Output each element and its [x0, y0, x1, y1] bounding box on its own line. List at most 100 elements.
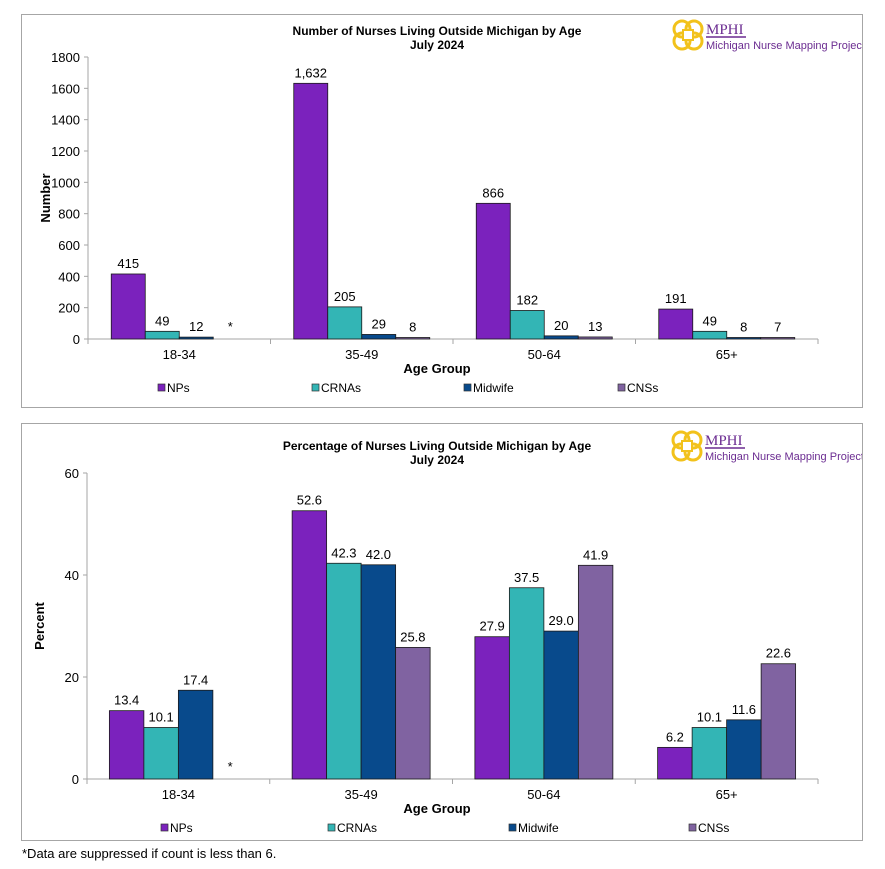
bar-cnss	[395, 337, 431, 340]
logo-name: MPHI	[706, 22, 744, 38]
logo-subtitle: Michigan Nurse Mapping Project	[706, 40, 862, 52]
bar-crnas	[508, 587, 545, 780]
percent-chart-frame: Percentage of Nurses Living Outside Mich…	[21, 423, 863, 841]
data-label: 49	[703, 313, 717, 328]
x-tick-label: 35-49	[345, 347, 378, 362]
x-tick-label: 18-34	[162, 787, 195, 802]
bar-crnas	[509, 310, 545, 340]
bar-crnas	[327, 306, 363, 340]
data-label: 866	[482, 185, 504, 200]
data-label: 182	[516, 292, 538, 307]
mphi-logo: MPHI Michigan Nurse Mapping Project	[671, 430, 862, 463]
x-tick-label: 35-49	[345, 787, 378, 802]
x-tick-label: 65+	[716, 787, 738, 802]
logo-emblem-center	[682, 29, 694, 41]
legend-swatch-crnas	[327, 823, 336, 832]
bar-nps	[474, 636, 510, 780]
legend-label-midwife: Midwife	[518, 821, 559, 835]
legend-label-nps: NPs	[170, 821, 193, 835]
bar-nps	[475, 202, 511, 340]
bar-cnss	[577, 336, 613, 340]
data-label: 41.9	[583, 547, 608, 562]
bar-nps	[108, 710, 145, 780]
bar-crnas	[143, 727, 179, 780]
legend-swatch-nps	[157, 383, 166, 392]
x-tick-label: 50-64	[528, 347, 561, 362]
legend-label-crnas: CRNAs	[337, 821, 377, 835]
mphi-logo: MPHI Michigan Nurse Mapping Project	[672, 19, 862, 52]
bar-crnas	[692, 330, 728, 340]
data-label: 37.5	[514, 570, 539, 585]
number-chart-frame: Number of Nurses Living Outside Michigan…	[21, 14, 863, 408]
percent-chart: Percentage of Nurses Living Outside Mich…	[32, 430, 862, 835]
logo-name: MPHI	[705, 433, 743, 449]
bar-cnss	[395, 647, 431, 780]
data-label: 29.0	[548, 613, 573, 628]
data-label: 42.3	[331, 545, 356, 560]
bar-midwife	[543, 630, 579, 780]
legend-label-cnss: CNSs	[627, 381, 658, 395]
legend-swatch-cnss	[617, 383, 626, 392]
x-axis-title: Age Group	[403, 361, 470, 376]
data-label: 10.1	[148, 709, 173, 724]
data-label: 17.4	[183, 672, 208, 687]
data-label: 10.1	[697, 709, 722, 724]
y-tick-label: 800	[58, 207, 80, 222]
data-label: 42.0	[366, 547, 391, 562]
bar-midwife	[361, 334, 397, 340]
bar-crnas	[144, 330, 180, 340]
legend-swatch-nps	[160, 823, 169, 832]
data-label: 11.6	[732, 702, 756, 717]
legend-label-nps: NPs	[167, 381, 190, 395]
bar-nps	[657, 746, 693, 780]
data-label: 25.8	[400, 629, 425, 644]
y-tick-label: 600	[58, 238, 80, 253]
data-label: 7	[774, 320, 781, 335]
y-tick-label: 400	[58, 269, 80, 284]
y-axis-title: Number	[38, 173, 53, 222]
bar-midwife	[543, 335, 579, 340]
bar-nps	[293, 82, 329, 340]
logo-subtitle: Michigan Nurse Mapping Project	[705, 451, 862, 463]
bar-midwife	[360, 564, 397, 780]
data-label: 12	[189, 319, 203, 334]
data-label: 8	[409, 320, 416, 335]
data-label: 1,632	[294, 65, 327, 80]
bar-midwife	[726, 719, 762, 780]
legend-swatch-cnss	[688, 823, 697, 832]
data-label: 20	[554, 318, 568, 333]
legend-swatch-midwife	[463, 383, 472, 392]
y-tick-label: 1600	[51, 81, 80, 96]
data-label: 415	[117, 256, 139, 271]
legend-label-cnss: CNSs	[698, 821, 729, 835]
data-label: 52.6	[297, 493, 322, 508]
bar-cnss	[577, 564, 614, 780]
bar-nps	[110, 273, 146, 340]
bar-crnas	[326, 562, 362, 780]
y-tick-label: 1000	[51, 175, 80, 190]
y-tick-label: 0	[73, 332, 80, 347]
footnote: *Data are suppressed if count is less th…	[22, 846, 277, 861]
data-label: 13.4	[114, 693, 139, 708]
data-label: 8	[740, 320, 747, 335]
x-axis-title: Age Group	[403, 801, 470, 816]
y-tick-label: 200	[58, 301, 80, 316]
bar-nps	[291, 510, 328, 780]
x-tick-label: 50-64	[527, 787, 560, 802]
y-tick-label: 20	[65, 670, 79, 685]
legend-label-midwife: Midwife	[473, 381, 514, 395]
chart-subtitle: July 2024	[410, 453, 464, 467]
bar-crnas	[691, 727, 728, 780]
data-label: 22.6	[766, 646, 791, 661]
chart-title: Number of Nurses Living Outside Michigan…	[293, 24, 582, 38]
y-tick-label: 40	[65, 568, 79, 583]
data-label: 29	[372, 316, 386, 331]
legend-swatch-crnas	[311, 383, 320, 392]
data-label: 205	[334, 289, 356, 304]
data-label: 13	[588, 319, 602, 334]
legend-label-crnas: CRNAs	[321, 381, 361, 395]
data-label: 49	[155, 313, 169, 328]
data-label: 27.9	[479, 619, 504, 634]
bar-nps	[658, 308, 694, 340]
y-tick-label: 60	[65, 466, 79, 481]
